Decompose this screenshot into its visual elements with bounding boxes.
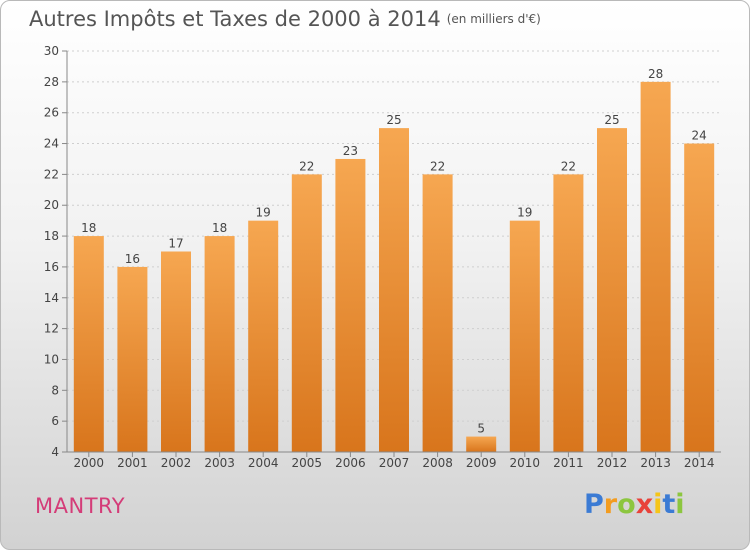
- y-tick-label: 20: [44, 198, 59, 212]
- bar-2012: [597, 128, 627, 452]
- x-tick-label-2007: 2007: [379, 456, 410, 470]
- y-tick-label: 6: [51, 414, 59, 428]
- x-tick-label-2010: 2010: [510, 456, 541, 470]
- logo-letter: o: [617, 489, 636, 520]
- data-label-2013: 28: [648, 67, 663, 81]
- x-tick-label-2008: 2008: [422, 456, 453, 470]
- data-label-2007: 25: [386, 113, 401, 127]
- bar-2008: [422, 174, 453, 452]
- data-label-2006: 23: [343, 144, 358, 158]
- bar-2010: [509, 220, 540, 452]
- y-tick-label: 30: [44, 44, 59, 58]
- x-tick-label-2001: 2001: [117, 456, 148, 470]
- bar-2011: [553, 174, 584, 452]
- y-tick-label: 24: [44, 137, 59, 151]
- town-name: MANTRY: [35, 494, 126, 518]
- y-tick-label: 18: [44, 229, 59, 243]
- bar-2005: [291, 174, 322, 452]
- bar-2009: [466, 436, 497, 452]
- x-tick-label-2002: 2002: [161, 456, 192, 470]
- logo-letter: x: [635, 489, 654, 520]
- bar-2002: [161, 251, 191, 452]
- logo-letter: i: [675, 489, 685, 520]
- bar-2006: [335, 158, 366, 452]
- x-tick-label-2009: 2009: [466, 456, 497, 470]
- x-tick-label-2005: 2005: [292, 456, 323, 470]
- data-label-2011: 22: [561, 159, 576, 173]
- y-tick-label: 8: [51, 383, 59, 397]
- y-tick-label: 10: [44, 352, 59, 366]
- bar-2003: [204, 236, 235, 452]
- data-label-2009: 5: [477, 422, 485, 436]
- bar-2007: [379, 128, 409, 452]
- y-tick-label: 16: [44, 260, 59, 274]
- x-tick-label-2014: 2014: [684, 456, 715, 470]
- data-label-2003: 18: [212, 221, 227, 235]
- data-label-2008: 22: [430, 159, 445, 173]
- x-tick-label-2000: 2000: [74, 456, 105, 470]
- x-tick-label-2011: 2011: [553, 456, 584, 470]
- y-tick-label: 26: [44, 106, 59, 120]
- bar-2000: [73, 236, 104, 452]
- bar-2014: [684, 143, 715, 453]
- data-label-2001: 16: [125, 252, 140, 266]
- logo-letter: P: [584, 489, 604, 520]
- bar-2004: [248, 220, 279, 452]
- x-tick-label-2006: 2006: [335, 456, 366, 470]
- data-label-2000: 18: [81, 221, 96, 235]
- bar-2001: [117, 266, 148, 452]
- y-tick-label: 14: [44, 291, 59, 305]
- chart-title: Autres Impôts et Taxes de 2000 à 2014 (en…: [29, 7, 541, 31]
- title-text: Autres Impôts et Taxes de 2000 à 2014: [29, 7, 441, 31]
- y-tick-label: 4: [51, 445, 59, 459]
- x-tick-label-2012: 2012: [597, 456, 628, 470]
- x-tick-label-2004: 2004: [248, 456, 279, 470]
- data-label-2005: 22: [299, 159, 314, 173]
- y-tick-label: 28: [44, 75, 59, 89]
- bar-2013: [640, 81, 671, 452]
- data-label-2012: 25: [604, 113, 619, 127]
- data-label-2004: 19: [256, 206, 271, 220]
- proxiti-logo[interactable]: Proxiti: [584, 489, 685, 520]
- y-tick-label: 12: [44, 322, 59, 336]
- data-label-2002: 17: [168, 237, 183, 251]
- logo-letter: r: [603, 489, 618, 520]
- logo-letter: i: [653, 489, 663, 520]
- x-tick-label-2003: 2003: [204, 456, 235, 470]
- data-label-2014: 24: [692, 129, 707, 143]
- logo-letter: t: [662, 489, 676, 520]
- y-tick-label: 22: [44, 167, 59, 181]
- x-tick-label-2013: 2013: [640, 456, 671, 470]
- data-label-2010: 19: [517, 206, 532, 220]
- chart-subtitle: (en milliers d'€): [446, 12, 541, 26]
